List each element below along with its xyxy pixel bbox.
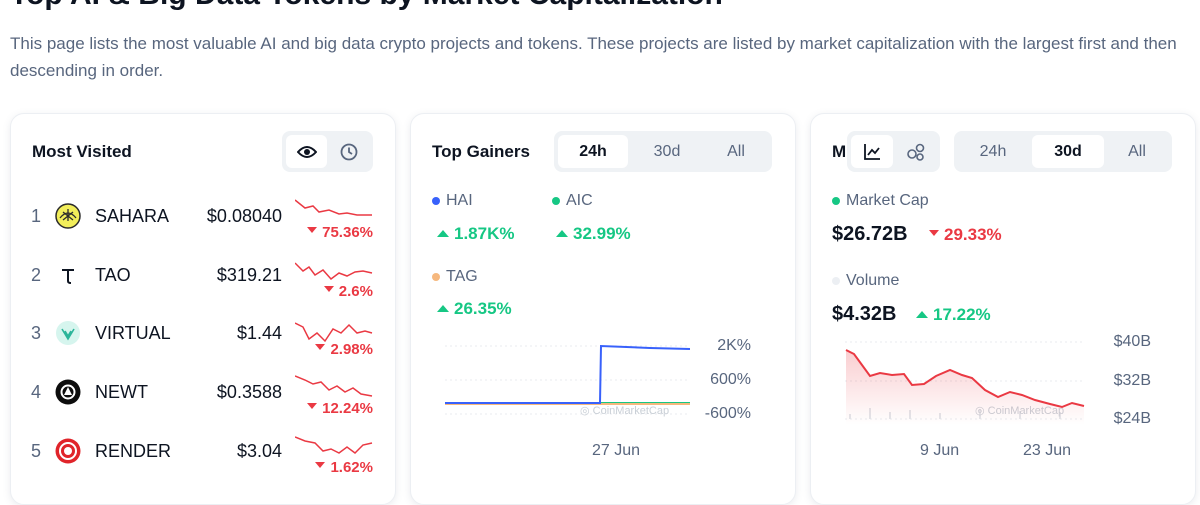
y-tick-label: $24B <box>1113 410 1151 427</box>
legend-change: 32.99% <box>556 224 631 244</box>
token-icon <box>55 203 81 229</box>
x-tick-label: 27 Jun <box>592 442 641 459</box>
sparkline <box>295 375 373 397</box>
tab[interactable]: 24h <box>979 143 1007 160</box>
token-price: $0.08040 <box>206 206 282 226</box>
page-description: This page lists the most valuable AI and… <box>10 34 1177 80</box>
card-title: Most Visited <box>32 142 132 161</box>
token-name[interactable]: VIRTUAL <box>95 323 171 344</box>
legend-item: AIC <box>552 192 593 210</box>
market-cap-change: 29.33% <box>929 225 1002 245</box>
bubble-button[interactable] <box>895 135 937 168</box>
sparkline <box>295 262 373 280</box>
token-price: $1.44 <box>236 323 282 344</box>
token-change: 12.24% <box>307 400 373 417</box>
market-chart: ◎ CoinMarketCap <box>845 341 1085 425</box>
legend-label: HAI <box>446 192 473 209</box>
sparkline <box>295 322 373 343</box>
eye-icon <box>296 146 317 158</box>
token-icon <box>55 438 81 464</box>
token-change: 2.98% <box>315 341 373 358</box>
legend-label: Volume <box>846 272 900 289</box>
legend-item: Market Cap <box>832 192 929 210</box>
token-name[interactable]: SAHARA <box>95 206 170 226</box>
period-tabs: 24h 30d All <box>554 131 772 172</box>
sparkline <box>295 436 373 454</box>
legend-label: TAG <box>446 268 478 285</box>
watermark: ◎ CoinMarketCap <box>580 405 669 417</box>
y-tick-label: 600% <box>710 371 751 388</box>
card-title: Top Gainers <box>432 142 530 161</box>
volume-value: $4.32B <box>832 303 897 325</box>
legend-item: TAG <box>432 268 478 286</box>
line-icon <box>864 144 880 160</box>
most-visited-card <box>10 113 396 505</box>
tab[interactable]: 24h <box>558 135 628 168</box>
y-tick-label: -600% <box>704 405 751 422</box>
tab[interactable]: All <box>1128 143 1146 160</box>
clock-button[interactable] <box>328 135 369 168</box>
legend-change: 26.35% <box>437 299 512 319</box>
clock-icon <box>340 143 357 161</box>
token-name[interactable]: NEWT <box>95 382 148 403</box>
token-icon <box>55 379 81 405</box>
x-tick-label: 23 Jun <box>1023 442 1072 459</box>
rank: 5 <box>31 440 42 461</box>
bubble-icon <box>907 143 925 161</box>
y-tick-label: $40B <box>1113 333 1151 350</box>
token-change: 1.62% <box>315 459 373 476</box>
tab[interactable]: All <box>727 143 745 160</box>
y-tick-label: 2K% <box>717 337 751 354</box>
gainers-chart: ◎ CoinMarketCap <box>445 344 691 417</box>
period-tabs: 24h 30d All <box>954 131 1172 172</box>
volume-change: 17.22% <box>916 305 991 325</box>
rank: 3 <box>31 323 42 344</box>
token-name[interactable]: TAO <box>95 264 131 285</box>
token-price: $319.21 <box>216 264 282 285</box>
chart-toggle <box>847 131 940 172</box>
legend-item: HAI <box>432 192 473 210</box>
line-button[interactable] <box>851 135 893 168</box>
token-change: 75.36% <box>307 224 373 241</box>
eye-button[interactable] <box>286 135 327 168</box>
rank: 1 <box>31 206 42 226</box>
token-price: $0.3588 <box>216 382 282 403</box>
token-icon <box>56 321 80 346</box>
tab[interactable]: 30d <box>653 143 681 160</box>
rank: 4 <box>31 382 42 403</box>
token-price: $3.04 <box>236 440 282 461</box>
card-title: M <box>832 142 847 161</box>
token-icon <box>62 268 74 284</box>
y-tick-label: $32B <box>1113 372 1151 389</box>
legend-label: AIC <box>566 192 593 209</box>
page-title: Top AI & Big Data Tokens by Market Capit… <box>10 0 723 12</box>
legend-change: 1.87K% <box>437 224 514 244</box>
legend-item: Volume <box>832 272 899 290</box>
sparkline <box>295 199 372 216</box>
rank: 2 <box>31 264 42 285</box>
token-change: 2.6% <box>324 283 373 300</box>
x-tick-label: 9 Jun <box>920 442 960 459</box>
legend-label: Market Cap <box>846 192 929 209</box>
token-name[interactable]: RENDER <box>95 440 172 461</box>
market-cap-value: $26.72B <box>832 223 908 245</box>
tab[interactable]: 30d <box>1032 135 1104 168</box>
view-toggle <box>282 131 373 172</box>
